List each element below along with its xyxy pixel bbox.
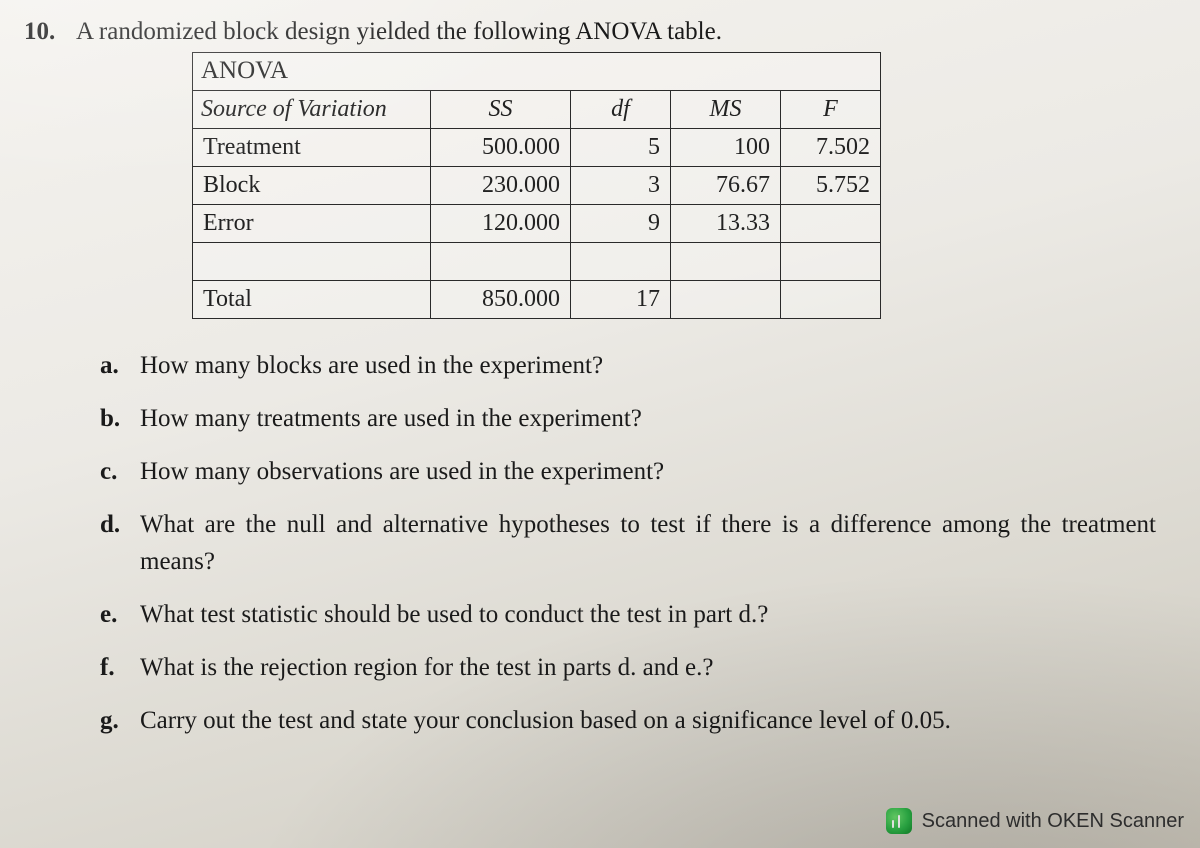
anova-title-row: ANOVA	[193, 53, 881, 91]
cell-empty	[193, 243, 431, 281]
list-item: c. How many observations are used in the…	[100, 453, 1156, 490]
table-total-row: Total 850.000 17	[193, 281, 881, 319]
cell-empty	[671, 243, 781, 281]
cell-empty	[571, 243, 671, 281]
sub-text: How many blocks are used in the experime…	[140, 347, 1156, 384]
list-item: b. How many treatments are used in the e…	[100, 400, 1156, 437]
cell-source: Treatment	[193, 129, 431, 167]
table-gap-row	[193, 243, 881, 281]
scanner-watermark: Scanned with OKEN Scanner	[886, 808, 1184, 834]
col-header-f: F	[781, 91, 881, 129]
sub-label: b.	[100, 400, 140, 437]
col-header-source: Source of Variation	[193, 91, 431, 129]
cell-ms: 76.67	[671, 167, 781, 205]
question-number: 10.	[24, 18, 76, 46]
table-row: Error 120.000 9 13.33	[193, 205, 881, 243]
cell-source: Error	[193, 205, 431, 243]
sub-label: f.	[100, 649, 140, 686]
sub-text: Carry out the test and state your conclu…	[140, 702, 1156, 739]
page: 10. A randomized block design yielded th…	[0, 0, 1200, 739]
watermark-text: Scanned with OKEN Scanner	[922, 810, 1184, 833]
col-header-df: df	[571, 91, 671, 129]
sub-text: How many treatments are used in the expe…	[140, 400, 1156, 437]
cell-empty	[781, 243, 881, 281]
cell-ss: 230.000	[431, 167, 571, 205]
cell-df: 5	[571, 129, 671, 167]
cell-f	[781, 205, 881, 243]
cell-empty	[431, 243, 571, 281]
anova-header-row: Source of Variation SS df MS F	[193, 91, 881, 129]
sub-label: c.	[100, 453, 140, 490]
anova-title: ANOVA	[193, 53, 881, 91]
sub-text: What is the rejection region for the tes…	[140, 649, 1156, 686]
list-item: e. What test statistic should be used to…	[100, 596, 1156, 633]
list-item: f. What is the rejection region for the …	[100, 649, 1156, 686]
cell-source: Block	[193, 167, 431, 205]
cell-df: 3	[571, 167, 671, 205]
anova-table-wrap: ANOVA Source of Variation SS df MS F Tre…	[192, 52, 1176, 319]
sub-label: e.	[100, 596, 140, 633]
cell-total-df: 17	[571, 281, 671, 319]
sub-label: g.	[100, 702, 140, 739]
cell-ms: 13.33	[671, 205, 781, 243]
cell-total-f	[781, 281, 881, 319]
list-item: a. How many blocks are used in the exper…	[100, 347, 1156, 384]
cell-total-label: Total	[193, 281, 431, 319]
col-header-ss: SS	[431, 91, 571, 129]
sub-label: d.	[100, 506, 140, 580]
sub-text: How many observations are used in the ex…	[140, 453, 1156, 490]
cell-total-ms	[671, 281, 781, 319]
cell-ss: 120.000	[431, 205, 571, 243]
list-item: d. What are the null and alternative hyp…	[100, 506, 1156, 580]
subquestion-list: a. How many blocks are used in the exper…	[100, 347, 1156, 739]
question-line: 10. A randomized block design yielded th…	[24, 18, 1176, 46]
cell-f: 5.752	[781, 167, 881, 205]
sub-text: What test statistic should be used to co…	[140, 596, 1156, 633]
table-row: Block 230.000 3 76.67 5.752	[193, 167, 881, 205]
sub-label: a.	[100, 347, 140, 384]
cell-ss: 500.000	[431, 129, 571, 167]
question-prompt: A randomized block design yielded the fo…	[76, 18, 1176, 46]
oken-badge-icon	[886, 808, 912, 834]
cell-f: 7.502	[781, 129, 881, 167]
cell-ms: 100	[671, 129, 781, 167]
sub-text: What are the null and alternative hypoth…	[140, 506, 1156, 580]
anova-table: ANOVA Source of Variation SS df MS F Tre…	[192, 52, 881, 319]
list-item: g. Carry out the test and state your con…	[100, 702, 1156, 739]
table-row: Treatment 500.000 5 100 7.502	[193, 129, 881, 167]
cell-total-ss: 850.000	[431, 281, 571, 319]
cell-df: 9	[571, 205, 671, 243]
col-header-ms: MS	[671, 91, 781, 129]
